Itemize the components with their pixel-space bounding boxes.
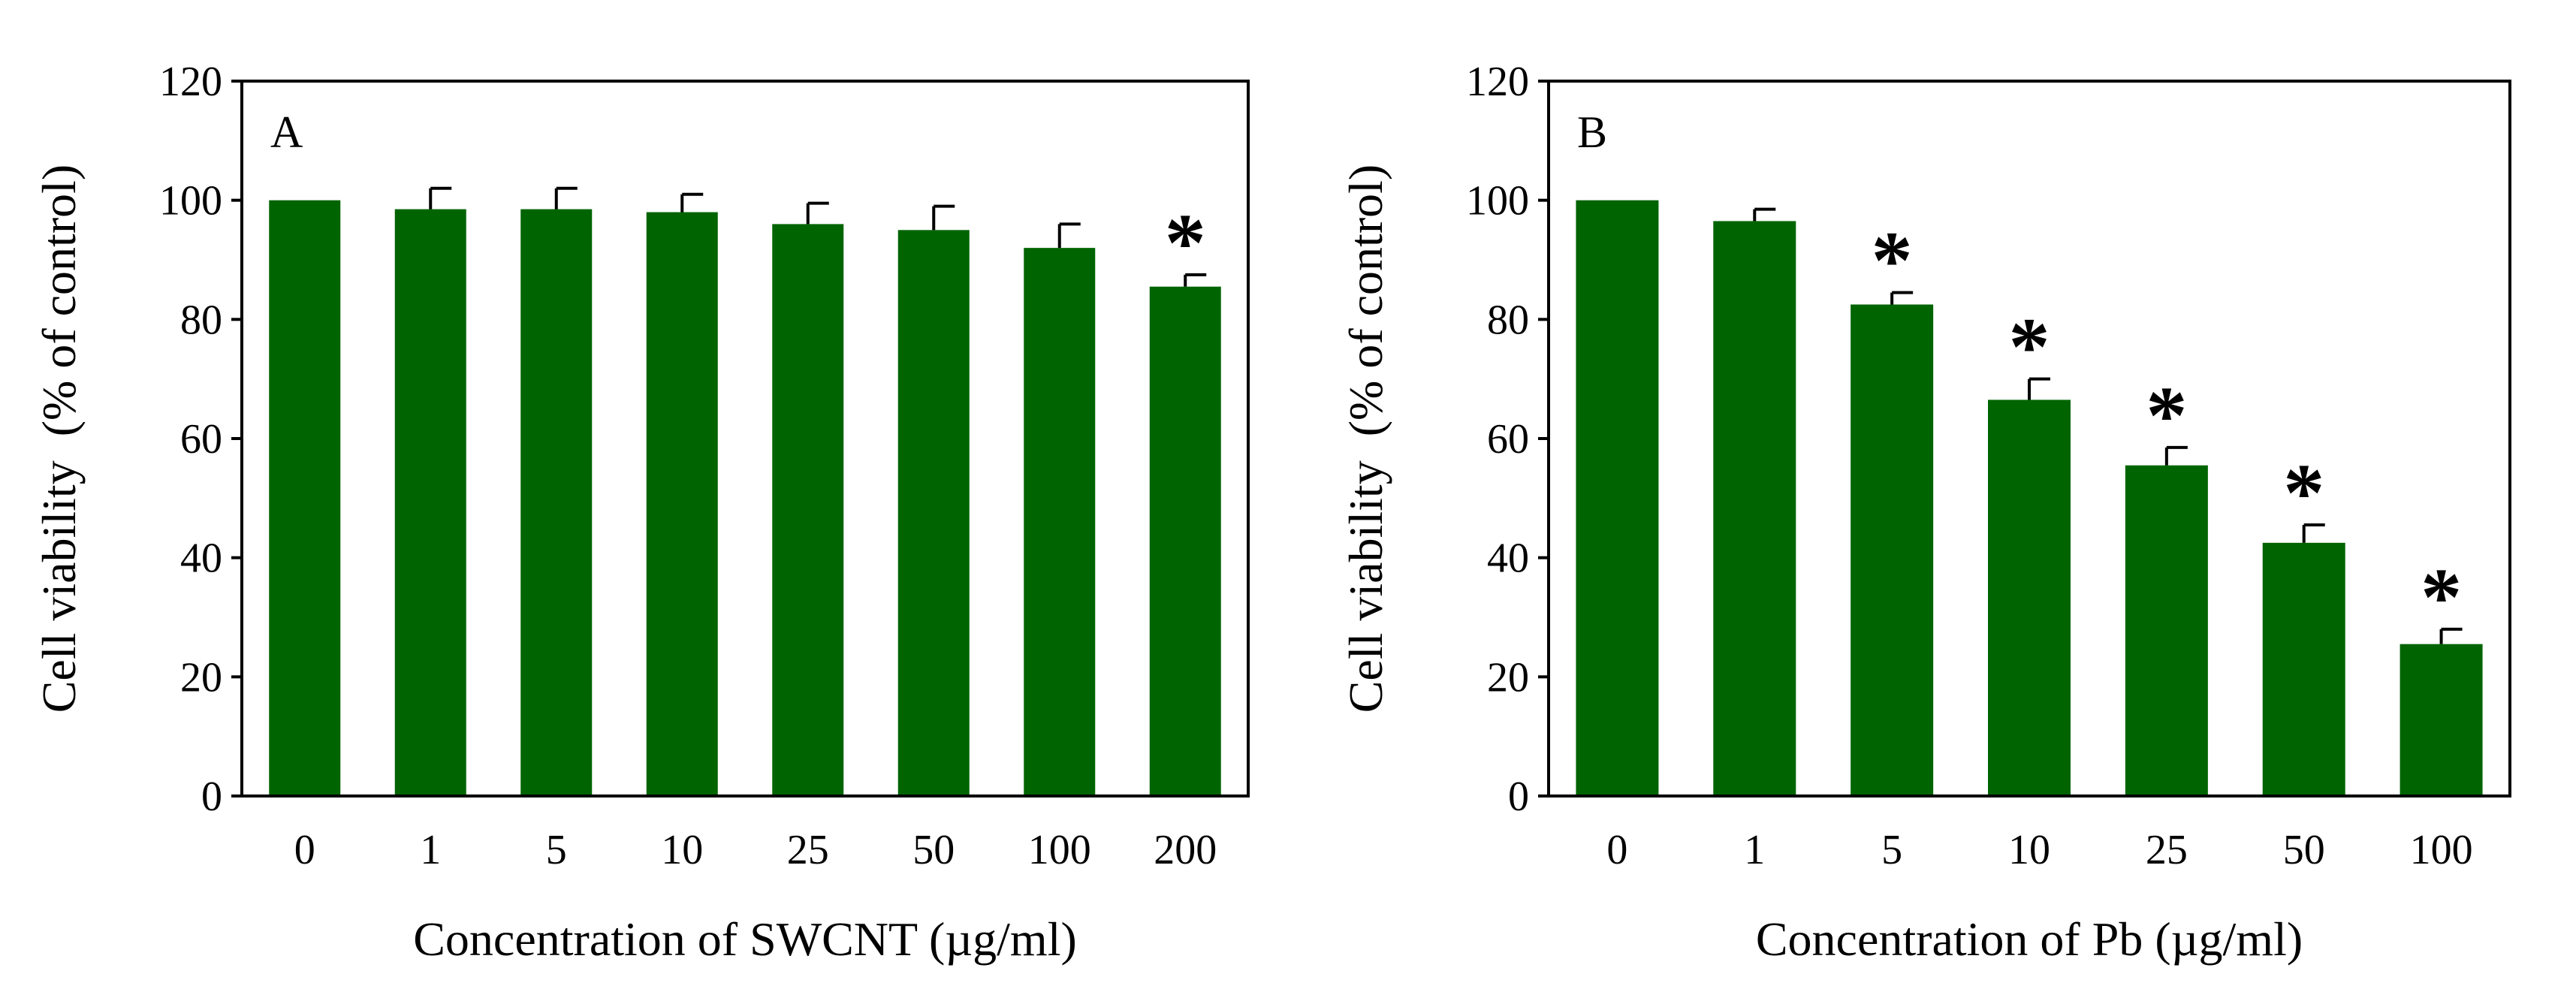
significance-mark: * [2009, 301, 2050, 393]
bar [1713, 221, 1796, 796]
x-tick-label: 50 [2283, 827, 2325, 873]
y-tick-label: 100 [159, 178, 222, 225]
plot-frame [240, 80, 1250, 797]
panel-label: A [270, 107, 303, 157]
bar [1576, 200, 1659, 797]
bar [394, 209, 466, 797]
y-tick-label: 0 [201, 773, 222, 820]
significance-mark: * [2146, 369, 2187, 461]
y-tick-label: 100 [1466, 178, 1529, 225]
chart-panel-a: * 0 20 40 60 80 100 120 0 1 5 10 25 50 100 200 Concentra… [32, 59, 1250, 966]
x-tick-label: 100 [2410, 827, 2473, 873]
y-tick-label: 20 [1487, 654, 1529, 701]
bar [897, 230, 970, 796]
bar [1988, 400, 2071, 796]
bar [2262, 542, 2345, 796]
y-tick-label: 60 [180, 416, 222, 463]
x-tick-label: 25 [787, 827, 829, 873]
x-tick-label: 10 [2008, 827, 2050, 873]
bar [646, 212, 718, 796]
significance-mark: * [1872, 215, 1913, 306]
y-tick-label: 120 [159, 59, 222, 105]
x-tick-label: 50 [912, 827, 955, 873]
x-tick-label: 5 [1881, 827, 1902, 873]
x-tick-label: 25 [2146, 827, 2188, 873]
y-tick-label: 120 [1466, 59, 1529, 105]
y-tick-label: 20 [180, 654, 222, 701]
bar [1024, 248, 1096, 797]
bar [772, 224, 844, 796]
bar [2400, 644, 2483, 796]
y-tick-label: 40 [1487, 535, 1529, 582]
y-tick-label: 0 [1508, 773, 1529, 820]
significance-mark: * [2421, 551, 2462, 643]
x-tick-label: 0 [294, 827, 315, 873]
significance-mark: * [1165, 197, 1206, 288]
y-tick-label: 40 [180, 535, 222, 582]
x-axis-title: Concentration of Pb (µg/ml) [1756, 912, 2303, 966]
x-axis-title: Concentration of SWCNT (µg/ml) [413, 912, 1077, 966]
y-tick-label: 80 [180, 297, 222, 343]
x-tick-label: 200 [1154, 827, 1217, 873]
bar [1851, 304, 1934, 796]
significance-mark: * [2283, 447, 2324, 538]
x-tick-label: 1 [420, 827, 441, 873]
chart-panel-b: * * * * * 0 20 40 60 80 100 120 0 1 5 10 25 50 100 Concentr… [1339, 59, 2511, 966]
bar [2125, 465, 2208, 796]
y-axis-title: Cell viability (% of control) [1339, 164, 1392, 713]
x-tick-label: 5 [546, 827, 567, 873]
x-tick-label: 100 [1028, 827, 1091, 873]
y-tick-label: 60 [1487, 416, 1529, 463]
bar [269, 200, 341, 797]
panel-label: B [1577, 107, 1607, 157]
bar [1149, 286, 1221, 796]
x-tick-label: 0 [1606, 827, 1627, 873]
y-tick-label: 80 [1487, 297, 1529, 343]
x-tick-label: 10 [661, 827, 703, 873]
bar [520, 209, 593, 797]
x-tick-label: 1 [1744, 827, 1765, 873]
y-axis-title: Cell viability (% of control) [32, 164, 86, 713]
